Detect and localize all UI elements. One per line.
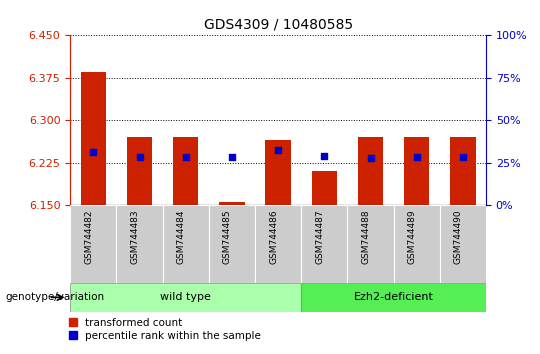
Bar <box>301 283 486 312</box>
Bar <box>265 140 291 205</box>
Legend: transformed count, percentile rank within the sample: transformed count, percentile rank withi… <box>65 314 266 345</box>
Bar <box>358 137 383 205</box>
Bar <box>219 202 245 205</box>
Text: GSM744486: GSM744486 <box>269 209 278 264</box>
Text: GSM744487: GSM744487 <box>315 209 325 264</box>
Bar <box>255 205 301 283</box>
Point <box>320 153 329 159</box>
Bar <box>70 205 117 283</box>
Point <box>458 154 467 160</box>
Text: GSM744490: GSM744490 <box>454 209 463 264</box>
Point <box>274 148 282 153</box>
Bar <box>80 72 106 205</box>
Bar <box>173 137 198 205</box>
Bar <box>209 205 255 283</box>
Point <box>366 155 375 161</box>
Bar <box>70 283 301 312</box>
Bar <box>117 205 163 283</box>
Bar <box>347 205 394 283</box>
Bar <box>450 137 476 205</box>
Point <box>413 154 421 160</box>
Text: GSM744484: GSM744484 <box>177 209 186 264</box>
Text: GSM744489: GSM744489 <box>408 209 417 264</box>
Bar <box>163 205 209 283</box>
Point <box>89 149 98 154</box>
Text: Ezh2-deficient: Ezh2-deficient <box>354 292 434 302</box>
Bar <box>312 171 337 205</box>
Text: GSM744488: GSM744488 <box>361 209 370 264</box>
Bar <box>127 137 152 205</box>
Text: wild type: wild type <box>160 292 211 302</box>
Text: GSM744485: GSM744485 <box>223 209 232 264</box>
Bar <box>301 205 347 283</box>
Title: GDS4309 / 10480585: GDS4309 / 10480585 <box>204 17 353 32</box>
Point <box>135 154 144 160</box>
Text: genotype/variation: genotype/variation <box>5 292 105 302</box>
Text: GSM744483: GSM744483 <box>131 209 139 264</box>
Bar <box>394 205 440 283</box>
Point <box>227 154 236 160</box>
Bar <box>404 137 429 205</box>
Bar <box>440 205 486 283</box>
Point <box>181 154 190 160</box>
Text: GSM744482: GSM744482 <box>84 209 93 264</box>
